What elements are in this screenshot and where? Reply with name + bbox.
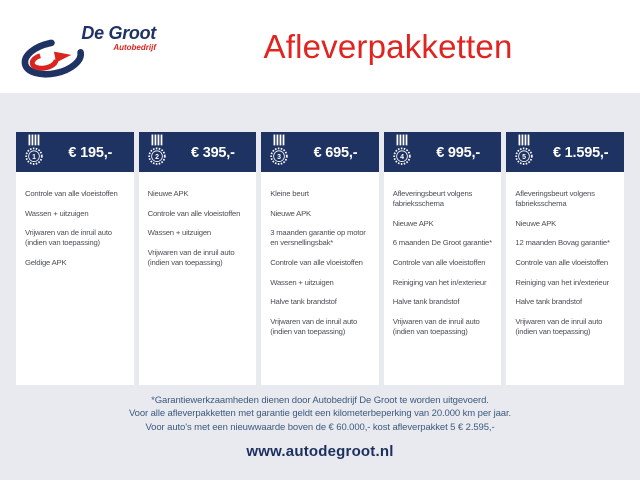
package-feature: Controle van alle vloeistoffen [25,189,118,198]
svg-text:1: 1 [32,154,36,161]
package-price-header: 5 € 1.595,- [506,132,624,172]
package-feature: Controle van alle vloeistoffen [270,258,363,268]
svg-text:3: 3 [277,154,281,161]
package-price-header: 2 € 395,- [138,132,257,172]
package-feature: 3 maanden garantie op motor en versnelli… [270,228,366,248]
logo-brand-subtitle: Autobedrijf [113,43,156,53]
package-feature: Controle van alle vloeistoffen [392,258,486,268]
package-feature: Halve tank brandstof [515,297,582,307]
poster-footer: *Garantiewerkzaamheden dienen door Autob… [0,394,640,460]
package-feature: Vrijwaren van de inruil auto (indien van… [515,317,603,337]
package-card: 2 € 395,- Nieuwe APK Controle van alle vl… [138,132,257,385]
package-feature: Vrijwaren van de inruil auto (indien van… [147,247,235,268]
package-feature: Nieuwe APK [270,208,311,218]
package-price: € 395,- [191,144,235,161]
package-price: € 195,- [68,144,113,161]
package-features: Afleveringsbeurt volgens fabrieksschema N… [384,172,502,355]
package-price-header: 3 € 695,- [261,132,379,172]
package-price: € 695,- [313,144,358,161]
package-feature: Nieuwe APK [392,218,434,228]
package-features: Nieuwe APK Controle van alle vloeistoffen… [139,172,257,286]
package-card: 5 € 1.595,- Afleveringsbeurt volgens fab… [506,132,624,385]
svg-text:2: 2 [155,154,159,161]
package-price: € 995,- [436,144,480,161]
package-feature: Wassen + uitzuigen [147,228,212,238]
package-features: Controle van alle vloeistoffen Wassen + u… [16,172,134,286]
guarantee-note: *Garantiewerkzaamheden dienen door Autob… [151,395,489,406]
medal-icon: 1 [25,134,43,165]
medal-icon: 5 [515,134,534,165]
logo-text: De Groot Autobedrijf [48,22,156,53]
package-feature: Vrijwaren van de inruil auto (indien van… [392,317,480,337]
package-card: 1 € 195,- Controle van alle vloeistoffen… [16,132,134,385]
package-feature: 12 maanden Bovag garantie* [515,238,610,248]
new-value-note: Voor auto's met een nieuwwaarde boven de… [145,421,495,433]
logo-swoosh-icon [21,38,85,78]
de-groot-logo: De Groot Autobedrijf [18,16,158,78]
package-feature: Wassen + uitzuigen [270,277,334,287]
package-card: 4 € 995,- Afleveringsbeurt volgens fabri… [383,132,502,385]
package-feature: Halve tank brandstof [392,297,460,307]
package-feature: Halve tank brandstof [270,297,337,307]
package-features: Kleine beurt Nieuwe APK 3 maanden garantie… [261,172,379,355]
package-feature: Geldige APK [25,258,67,268]
package-features: Afleveringsbeurt volgens fabrieksschema N… [506,172,624,355]
package-price-header: 4 € 995,- [383,132,502,172]
page-title: Afleverpakketten [263,27,513,65]
package-feature: Nieuwe APK [515,218,557,228]
poster-header: De Groot Autobedrijf Afleverpakketten [0,0,640,93]
package-feature: Controle van alle vloeistoffen [147,208,241,218]
package-feature: 6 maanden De Groot garantie* [392,238,492,248]
package-feature: Afleveringsbeurt volgens fabrieksschema [515,189,595,209]
svg-text:5: 5 [522,154,526,161]
package-feature: Vrijwaren van de inruil auto (indien van… [25,228,112,248]
package-feature: Afleveringsbeurt volgens fabrieksschema [392,189,473,209]
logo-brand-name: De Groot [81,22,156,43]
package-feature: Reiniging van het in/exterieur [392,277,487,287]
packages-grid: 1 € 195,- Controle van alle vloeistoffen… [0,93,640,385]
package-feature: Nieuwe APK [147,189,189,198]
package-feature: Wassen + uitzuigen [25,208,89,218]
package-price: € 1.595,- [552,144,609,161]
package-price-header: 1 € 195,- [16,132,134,172]
package-feature: Controle van alle vloeistoffen [515,258,608,268]
km-limit-note: Voor alle afleverpakketten met garantie … [128,408,512,420]
medal-icon: 2 [147,134,166,165]
medal-icon: 4 [393,134,411,165]
svg-text:4: 4 [400,154,404,161]
website-url: www.autodegroot.nl [246,443,394,461]
package-feature: Reiniging van het in/exterieur [515,277,609,287]
package-feature: Kleine beurt [270,189,309,198]
package-card: 3 € 695,- Kleine beurt Nieuwe APK 3 maande… [261,132,379,385]
package-feature: Vrijwaren van de inruil auto (indien van… [270,317,358,337]
medal-icon: 3 [270,134,288,165]
